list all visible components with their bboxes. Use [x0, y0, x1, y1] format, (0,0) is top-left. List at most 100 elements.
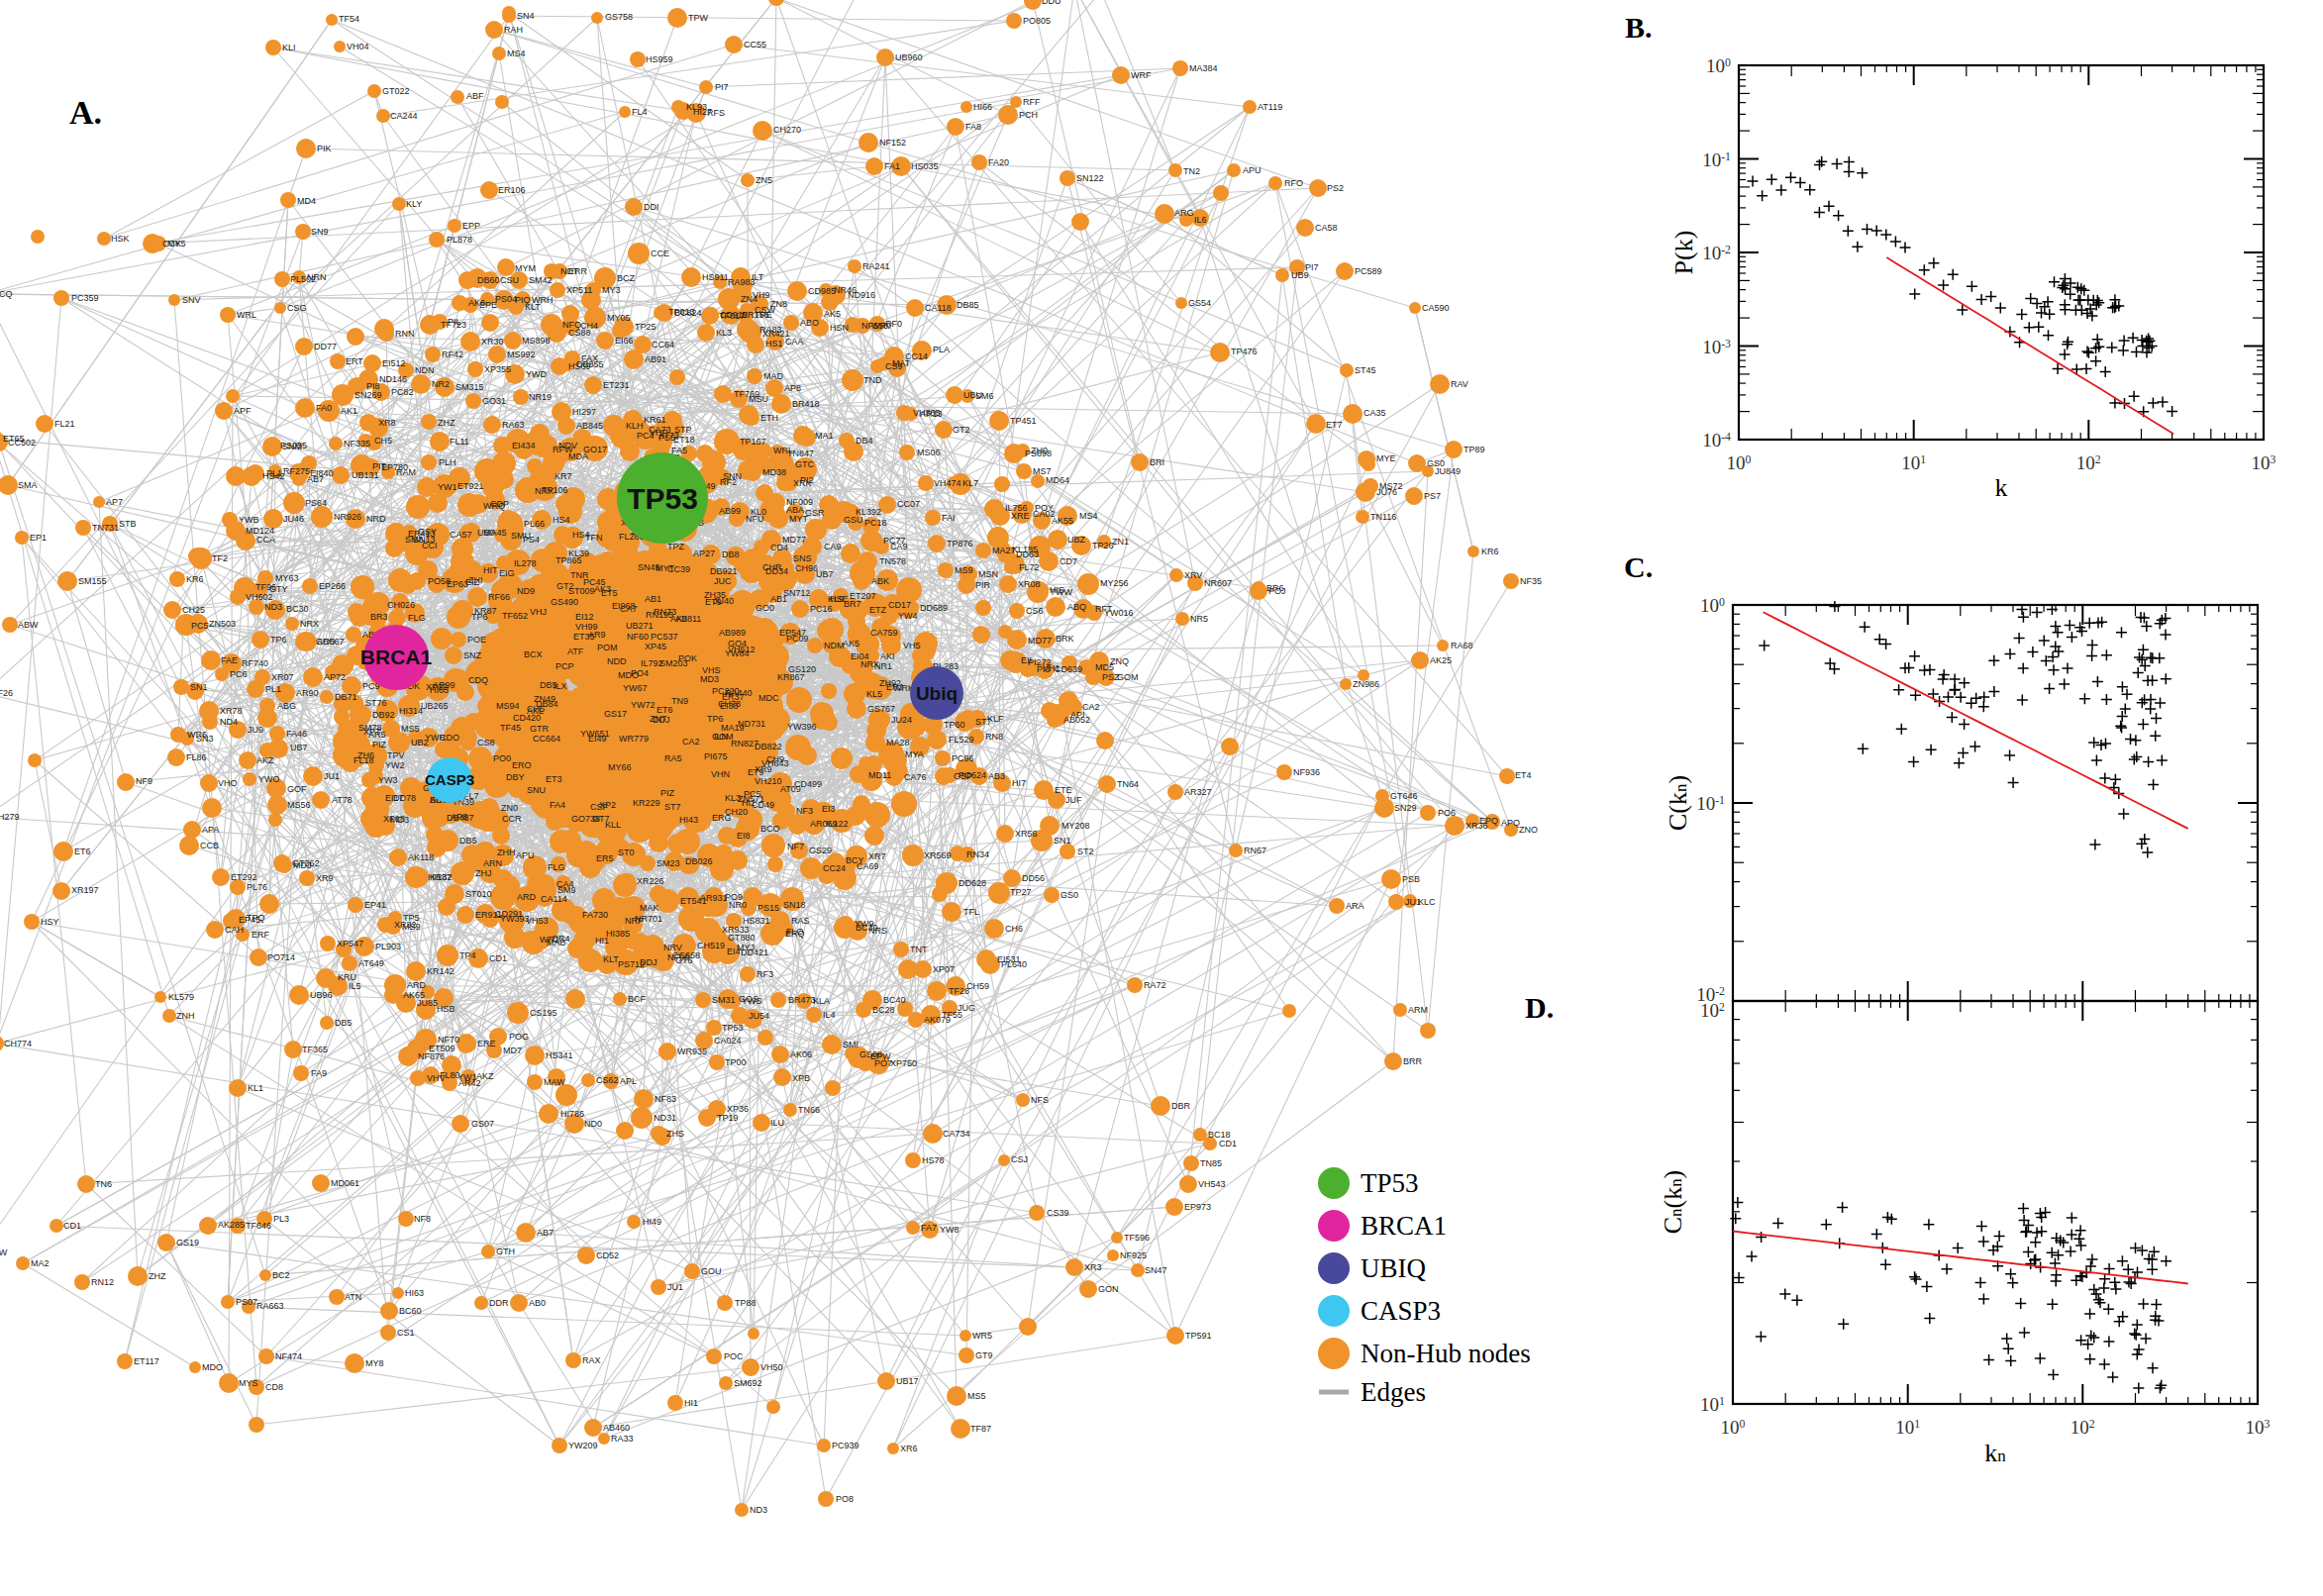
svg-text:CA35: CA35	[1364, 408, 1386, 418]
svg-text:TP476: TP476	[1231, 347, 1258, 356]
svg-text:MD11: MD11	[868, 770, 891, 780]
svg-text:CH20: CH20	[725, 807, 748, 817]
svg-text:KR7: KR7	[555, 471, 572, 481]
svg-text:UB265: UB265	[421, 701, 449, 711]
svg-text:MS4: MS4	[507, 49, 526, 58]
svg-text:DB60: DB60	[477, 275, 500, 285]
svg-text:ABG: ABG	[277, 701, 296, 711]
svg-text:GT646: GT646	[1390, 791, 1418, 801]
svg-text:PO714: PO714	[267, 952, 295, 962]
svg-text:NF35: NF35	[1520, 576, 1542, 586]
svg-text:ST010: ST010	[465, 889, 492, 899]
svg-text:MYS: MYS	[239, 1378, 258, 1388]
svg-text:CDO: CDO	[440, 733, 459, 743]
svg-text:ETE: ETE	[1055, 785, 1072, 795]
svg-text:DDR: DDR	[489, 1298, 509, 1308]
svg-text:TND: TND	[863, 375, 882, 385]
svg-text:DBR: DBR	[1171, 1101, 1191, 1111]
svg-text:KLY: KLY	[406, 199, 422, 209]
svg-text:ZHS: ZHS	[666, 1129, 684, 1139]
svg-text:SN4: SN4	[517, 11, 535, 21]
svg-text:CCE: CCE	[651, 249, 669, 258]
svg-text:AT78: AT78	[332, 795, 353, 805]
svg-text:MAW: MAW	[544, 1077, 565, 1087]
svg-text:NR19: NR19	[529, 392, 552, 402]
svg-text:Edges: Edges	[1361, 1377, 1426, 1407]
svg-text:JUF: JUF	[1065, 795, 1082, 805]
svg-text:ZNQ: ZNQ	[1110, 656, 1129, 666]
svg-text:VH279: VH279	[0, 812, 20, 822]
svg-text:YWO: YWO	[258, 774, 280, 784]
svg-text:GT9: GT9	[975, 1350, 993, 1360]
svg-text:MY3: MY3	[602, 285, 621, 295]
svg-text:JU76: JU76	[1376, 487, 1397, 497]
svg-text:GT362: GT362	[292, 858, 320, 868]
svg-text:FA8: FA8	[965, 122, 981, 132]
svg-text:TP00: TP00	[725, 1057, 747, 1067]
svg-text:TN64: TN64	[1117, 779, 1139, 789]
svg-text:TF96: TF96	[255, 582, 276, 592]
svg-text:KL39: KL39	[568, 549, 589, 558]
svg-text:AB460: AB460	[603, 1423, 630, 1433]
svg-text:AB845: AB845	[576, 421, 603, 431]
svg-text:CSG: CSG	[287, 303, 307, 313]
svg-text:AB811: AB811	[675, 614, 701, 624]
svg-text:DB5: DB5	[335, 1018, 353, 1028]
svg-text:CD499: CD499	[794, 779, 822, 789]
svg-text:NR607: NR607	[1204, 578, 1232, 588]
svg-text:YW67: YW67	[623, 683, 648, 693]
svg-text:RN827: RN827	[731, 739, 758, 748]
svg-text:AP8: AP8	[784, 383, 801, 393]
svg-text:CA9: CA9	[824, 542, 842, 551]
svg-text:100: 100	[1721, 1417, 1746, 1438]
svg-text:SN269: SN269	[354, 390, 382, 400]
svg-text:RF0: RF0	[885, 319, 902, 329]
svg-text:EP45: EP45	[239, 915, 260, 925]
svg-text:POG: POG	[509, 1032, 529, 1042]
svg-text:RF66: RF66	[488, 592, 510, 602]
svg-text:TPZ: TPZ	[667, 542, 685, 551]
svg-text:HS4: HS4	[572, 530, 590, 540]
svg-text:102: 102	[2070, 1417, 2095, 1438]
svg-text:UB17: UB17	[896, 1376, 919, 1386]
svg-text:KLC: KLC	[1418, 897, 1436, 907]
svg-text:NF7: NF7	[787, 842, 804, 851]
svg-text:CHR: CHR	[762, 562, 782, 572]
svg-text:XP2: XP2	[599, 800, 616, 810]
svg-text:SMI: SMI	[843, 1040, 858, 1049]
svg-text:10-1: 10-1	[1702, 150, 1731, 170]
svg-text:TNR: TNR	[570, 570, 589, 580]
svg-text:ST0: ST0	[618, 848, 635, 857]
svg-text:RA83: RA83	[759, 325, 782, 335]
svg-text:TP26: TP26	[1092, 541, 1114, 550]
svg-text:BC30: BC30	[856, 923, 878, 933]
svg-text:RN12: RN12	[91, 1277, 114, 1287]
svg-text:UB96: UB96	[310, 990, 333, 1000]
svg-text:100: 100	[1700, 595, 1725, 616]
svg-text:DBY: DBY	[506, 772, 525, 782]
svg-text:NR5: NR5	[1190, 614, 1208, 624]
svg-text:PO0: PO0	[493, 753, 511, 763]
svg-text:TF723: TF723	[441, 320, 466, 330]
svg-text:SMU: SMU	[511, 531, 531, 541]
svg-text:DD421: DD421	[741, 948, 768, 957]
svg-text:ET231: ET231	[603, 380, 630, 390]
svg-text:MYM: MYM	[515, 263, 536, 273]
svg-text:CH519: CH519	[697, 941, 725, 950]
svg-text:BR3: BR3	[370, 612, 388, 622]
svg-text:BRI: BRI	[1150, 457, 1164, 467]
svg-text:AT119: AT119	[1258, 102, 1282, 112]
svg-text:RNN: RNN	[395, 329, 415, 339]
svg-text:PL76: PL76	[247, 882, 267, 892]
svg-text:UB7: UB7	[816, 569, 834, 579]
svg-text:VH9: VH9	[753, 290, 770, 300]
svg-text:NFQ: NFQ	[562, 320, 581, 330]
svg-text:NF878: NF878	[418, 1051, 445, 1061]
svg-text:PC537: PC537	[651, 632, 678, 642]
svg-text:DB71: DB71	[335, 692, 357, 702]
svg-text:CA118: CA118	[925, 303, 952, 313]
svg-text:FA9: FA9	[311, 1068, 327, 1078]
svg-text:HSN: HSN	[830, 323, 849, 333]
svg-text:MYT: MYT	[789, 514, 809, 524]
svg-text:MS4: MS4	[1079, 511, 1098, 521]
